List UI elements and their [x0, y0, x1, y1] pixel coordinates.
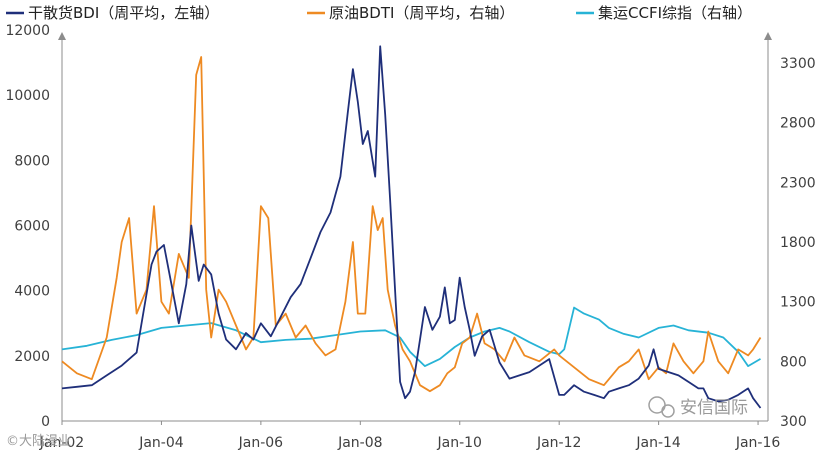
x-tick-label: Jan-14 [635, 435, 681, 451]
series-line-1 [61, 45, 762, 409]
y-left-tick-label: 12000 [5, 23, 50, 39]
y-left-tick-label: 10000 [5, 88, 50, 104]
legend-label: 干散货BDI（周平均，左轴） [28, 4, 219, 22]
y-right-tick-label: 800 [780, 354, 807, 370]
y-left-tick-label: 8000 [14, 153, 50, 169]
y-left-tick-label: 2000 [14, 349, 50, 365]
x-tick-label: Jan-02 [39, 435, 84, 451]
watermark-right-text: 安信国际 [680, 398, 748, 418]
chart-axes [58, 32, 772, 422]
y-axis-left-arrow [58, 32, 66, 40]
y-right-tick-label: 2300 [780, 175, 816, 191]
series-line-3 [61, 306, 761, 368]
x-tick-label: Jan-06 [238, 435, 284, 451]
legend-label: 集运CCFI综指（右轴） [598, 4, 752, 22]
x-tick-label: Jan-04 [138, 435, 184, 451]
y-left-tick-label: 6000 [14, 219, 50, 235]
watermark-left-text: ©大陆漫业 [6, 433, 71, 449]
watermark-right: 安信国际 [648, 396, 748, 418]
y-axis-right-arrow [764, 32, 772, 40]
y-right-tick-label: 1300 [780, 295, 816, 311]
y-right-tick-label: 2800 [780, 116, 816, 132]
y-left-tick-label: 0 [41, 414, 50, 430]
y-right-tick-label: 3300 [780, 56, 816, 72]
y-right-tick-label: 1800 [780, 235, 816, 251]
x-tick-label: Jan-08 [337, 435, 382, 451]
legend-label: 原油BDTI（周平均，右轴） [329, 4, 514, 22]
chart-ticks: 0 2000 4000 6000 8000 10000 12000 300 800 1300 180… [5, 23, 815, 451]
wechat-icon [648, 396, 675, 418]
chart-series [61, 45, 762, 409]
x-tick-label: Jan-12 [536, 435, 581, 451]
x-tick-label: Jan-16 [735, 435, 781, 451]
y-left-tick-label: 4000 [14, 284, 50, 300]
chart-legend: 干散货BDI（周平均，左轴） 原油BDTI（周平均，右轴） 集运CCFI综指（右轴） [6, 4, 752, 22]
series-line-2 [61, 56, 762, 393]
y-right-tick-label: 300 [780, 414, 807, 430]
x-tick-label: Jan-10 [437, 435, 482, 451]
